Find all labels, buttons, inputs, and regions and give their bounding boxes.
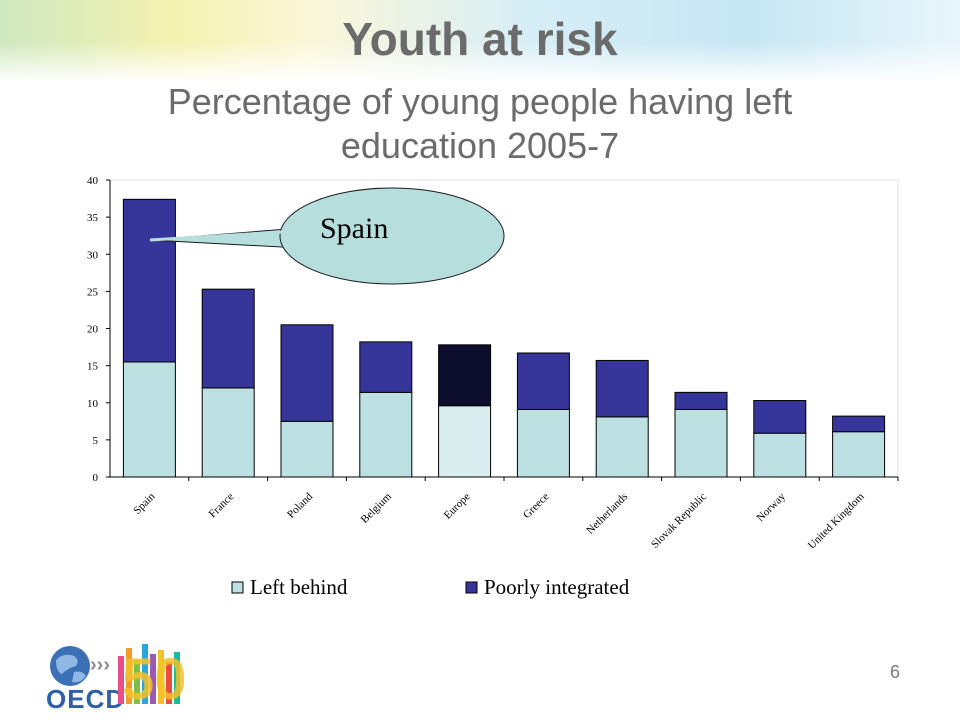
x-tick-label: Slovak Republic xyxy=(649,491,709,551)
y-tick-label: 10 xyxy=(87,398,99,410)
x-tick-label: Netherlands xyxy=(584,491,630,537)
bar-poorly-integrated xyxy=(122,198,176,363)
bar-left-behind xyxy=(832,431,886,478)
subtitle-line-1: Percentage of young people having left xyxy=(167,81,793,122)
y-tick-label: 25 xyxy=(87,286,99,298)
y-tick-label: 40 xyxy=(87,175,99,187)
bar-left-behind xyxy=(753,432,807,478)
x-tick-label: Greece xyxy=(521,491,552,522)
callout-joint xyxy=(149,230,283,242)
bar-left-behind xyxy=(438,405,492,478)
x-tick-label: Europe xyxy=(442,491,473,522)
legend-swatch xyxy=(465,581,478,594)
globe-icon xyxy=(50,646,90,686)
callout-label: Spain xyxy=(320,212,388,245)
bar-poorly-integrated xyxy=(438,344,492,407)
bar-poorly-integrated xyxy=(359,341,413,393)
bar-left-behind xyxy=(280,420,334,478)
x-tick-label: France xyxy=(207,491,237,521)
bar-poorly-integrated xyxy=(516,352,570,410)
slide-subtitle: Percentage of young people having left e… xyxy=(0,80,960,168)
logo-text: OECD xyxy=(46,684,126,714)
bar-poorly-integrated xyxy=(595,359,649,418)
bar-poorly-integrated xyxy=(753,400,807,434)
x-tick-label: Belgium xyxy=(359,490,395,526)
page-number: 6 xyxy=(890,662,901,682)
oecd-logo: ››› OECD 50 xyxy=(44,640,194,714)
bar-left-behind xyxy=(674,408,728,478)
bar-left-behind xyxy=(359,391,413,478)
y-tick-label: 15 xyxy=(87,361,99,373)
x-tick-label: Spain xyxy=(131,490,158,517)
x-tick-label: Poland xyxy=(285,490,315,520)
fifty-bars-icon xyxy=(118,644,180,704)
bar-left-behind xyxy=(201,387,255,478)
y-tick-label: 5 xyxy=(93,435,99,447)
header-background xyxy=(0,0,960,82)
legend-label: Left behind xyxy=(250,575,348,599)
callout-bubble xyxy=(279,187,505,285)
chevron-icon: ››› xyxy=(90,654,110,676)
y-tick-label: 0 xyxy=(93,472,99,484)
bar-poorly-integrated xyxy=(832,415,886,433)
bar-poorly-integrated xyxy=(280,324,334,422)
legend-label: Poorly integrated xyxy=(484,575,630,599)
x-tick-label: Norway xyxy=(754,490,788,524)
y-tick-label: 35 xyxy=(87,212,99,224)
x-tick-label: United Kingdom xyxy=(806,490,867,551)
y-tick-label: 20 xyxy=(87,324,99,336)
bar-left-behind xyxy=(516,408,570,478)
bar-left-behind xyxy=(595,416,649,478)
bar-left-behind xyxy=(122,361,176,478)
slide-title: Youth at risk xyxy=(342,13,618,65)
y-tick-label: 30 xyxy=(87,249,99,261)
legend-swatch xyxy=(231,581,244,594)
subtitle-line-2: education 2005-7 xyxy=(340,125,620,166)
bar-poorly-integrated xyxy=(201,288,255,389)
logo-number: 50 xyxy=(122,647,187,712)
bar-poorly-integrated xyxy=(674,391,728,410)
